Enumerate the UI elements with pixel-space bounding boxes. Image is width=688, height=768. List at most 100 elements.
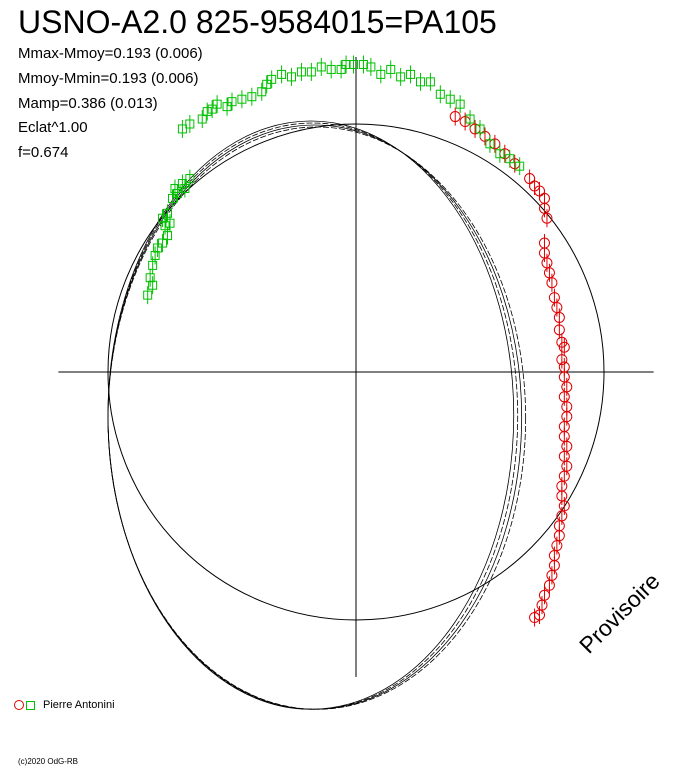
- green-square-point-43: [386, 60, 396, 79]
- legend-square-icon: [26, 700, 35, 710]
- marker-circle-14: [538, 247, 550, 259]
- marker-square-36: [326, 64, 336, 74]
- green-square-point-19: [185, 115, 195, 133]
- legend-circle-icon: [14, 700, 24, 710]
- marker-square-5: [153, 243, 163, 253]
- green-square-point-41: [366, 57, 376, 76]
- red-circle-point-27: [561, 377, 573, 396]
- green-square-point-33: [296, 62, 306, 81]
- series-red-circles: [449, 107, 573, 627]
- marker-circle-21: [553, 324, 565, 336]
- marker-circle-28: [558, 391, 570, 403]
- marker-circle-0: [449, 111, 461, 123]
- marker-circle-38: [556, 490, 568, 502]
- red-circle-point-0: [449, 107, 461, 126]
- marker-square-16: [180, 183, 190, 193]
- data-points: [143, 55, 573, 627]
- marker-circle-11: [538, 202, 550, 214]
- marker-circle-12: [541, 212, 553, 224]
- red-circle-point-19: [551, 298, 563, 317]
- marker-square-11: [163, 208, 173, 218]
- marker-circle-48: [538, 589, 550, 601]
- stat-f: f=0.674: [18, 144, 69, 161]
- green-square-point-25: [227, 92, 237, 111]
- marker-circle-17: [546, 277, 558, 289]
- marker-circle-47: [543, 579, 555, 591]
- marker-circle-34: [558, 450, 570, 462]
- red-circle-point-16: [543, 263, 555, 282]
- red-circle-point-36: [558, 467, 570, 486]
- green-square-point-29: [262, 75, 272, 94]
- marker-square-53: [485, 139, 495, 149]
- fit-curve-1: [107, 122, 519, 710]
- marker-square-35: [316, 62, 326, 72]
- red-circle-point-23: [558, 338, 570, 357]
- green-square-point-15: [177, 174, 187, 193]
- fit-curve-band: [107, 120, 527, 710]
- marker-square-25: [227, 97, 237, 107]
- green-square-point-5: [153, 239, 163, 257]
- marker-circle-18: [548, 292, 560, 304]
- green-square-point-1: [148, 276, 158, 295]
- green-square-point-11: [163, 204, 173, 223]
- marker-square-46: [415, 77, 425, 87]
- green-square-point-40: [358, 55, 368, 74]
- green-square-point-16: [180, 179, 190, 198]
- marker-circle-24: [556, 354, 568, 366]
- marker-square-26: [237, 94, 247, 104]
- marker-circle-49: [536, 599, 548, 611]
- marker-square-27: [247, 92, 257, 102]
- marker-circle-42: [553, 530, 565, 542]
- green-square-point-8: [160, 216, 170, 235]
- stat-mmoy-mmin: Mmoy-Mmin=0.193 (0.006): [18, 70, 199, 87]
- green-square-point-17: [185, 169, 195, 188]
- marker-circle-19: [551, 302, 563, 314]
- green-square-point-42: [376, 65, 386, 84]
- green-square-point-49: [445, 90, 455, 109]
- green-square-point-47: [425, 72, 435, 91]
- marker-square-28: [257, 87, 267, 97]
- marker-square-32: [287, 72, 297, 82]
- green-square-point-36: [326, 60, 336, 79]
- marker-square-50: [455, 99, 465, 109]
- marker-circle-40: [556, 510, 568, 522]
- marker-circle-23: [558, 341, 570, 353]
- marker-circle-39: [558, 500, 570, 512]
- green-square-point-34: [306, 62, 316, 81]
- fit-curve-3: [107, 126, 527, 710]
- green-square-point-6: [158, 234, 168, 253]
- green-square-point-20: [197, 110, 207, 129]
- marker-square-12: [167, 193, 177, 203]
- marker-circle-16: [543, 267, 555, 279]
- marker-circle-46: [546, 569, 558, 581]
- red-circle-point-15: [541, 253, 553, 272]
- green-square-point-14: [172, 184, 182, 203]
- green-square-point-50: [455, 95, 465, 114]
- marker-square-56: [515, 161, 525, 171]
- red-circle-point-17: [546, 273, 558, 292]
- green-square-point-54: [495, 144, 505, 163]
- green-square-point-45: [406, 65, 416, 84]
- marker-circle-35: [561, 460, 573, 472]
- green-square-point-48: [435, 85, 445, 104]
- marker-square-44: [396, 72, 406, 82]
- red-circle-point-35: [561, 457, 573, 476]
- red-circle-point-48: [538, 586, 550, 605]
- green-square-point-44: [396, 67, 406, 86]
- marker-square-17: [185, 174, 195, 184]
- red-circle-point-46: [546, 566, 558, 585]
- green-square-point-21: [202, 102, 212, 121]
- green-square-point-39: [349, 55, 359, 74]
- red-circle-point-28: [558, 387, 570, 406]
- marker-square-2: [145, 273, 155, 283]
- green-square-point-51: [465, 110, 475, 129]
- marker-square-1: [148, 280, 158, 290]
- marker-circle-51: [529, 612, 541, 624]
- green-square-point-53: [485, 134, 495, 153]
- marker-square-10: [158, 213, 168, 223]
- green-square-point-46: [415, 72, 425, 91]
- marker-square-21: [202, 107, 212, 117]
- red-circle-point-47: [543, 576, 555, 595]
- marker-square-38: [341, 59, 351, 69]
- red-circle-point-24: [556, 350, 568, 369]
